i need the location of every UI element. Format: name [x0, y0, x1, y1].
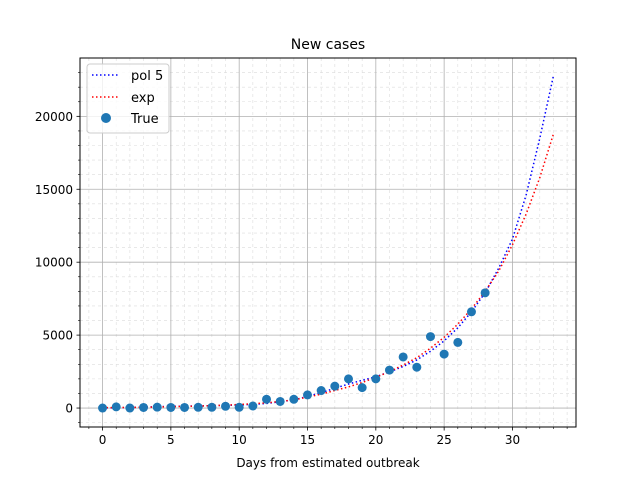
data-point-true: [180, 402, 190, 412]
data-point-true: [289, 394, 299, 404]
data-point-true: [275, 396, 285, 406]
data-point-true: [111, 402, 121, 412]
data-point-true: [425, 332, 435, 342]
data-point-true: [384, 365, 394, 375]
y-tick-label: 15000: [35, 183, 73, 197]
data-point-true: [98, 403, 108, 413]
series-layer: [98, 75, 555, 413]
data-point-true: [125, 403, 135, 413]
x-tick-label: 5: [167, 433, 175, 447]
x-tick-label: 10: [232, 433, 247, 447]
plot-frame: [79, 57, 577, 428]
data-point-true: [371, 374, 381, 384]
data-point-true: [303, 390, 313, 400]
data-point-true: [412, 362, 422, 372]
x-axis-title: Days from estimated outbreak: [236, 456, 419, 470]
legend-true-label: True: [130, 112, 159, 127]
data-point-true: [466, 307, 476, 317]
y-tick-label: 5000: [42, 329, 73, 343]
y-tick-label: 10000: [35, 256, 73, 270]
data-point-true: [398, 352, 408, 362]
data-point-true: [343, 374, 353, 384]
data-point-true: [207, 402, 217, 412]
legend: pol 5 exp True: [86, 63, 170, 134]
chart-title: New cases: [291, 37, 365, 53]
data-point-true: [439, 349, 449, 359]
x-tick-label: 0: [99, 433, 107, 447]
y-tick-label: 20000: [35, 110, 73, 124]
data-point-true: [453, 337, 463, 347]
data-point-true: [166, 402, 176, 412]
legend-pol5-label: pol 5: [131, 69, 163, 84]
axis-ticks: 0 5 10 15 20 25 30 0 5000 10000 15000 20000: [35, 72, 568, 447]
minor-grid: [80, 58, 576, 427]
data-point-true: [152, 402, 162, 412]
x-tick-label: 20: [368, 433, 383, 447]
data-point-true: [193, 402, 203, 412]
legend-true-swatch: [101, 113, 111, 123]
data-point-true: [139, 402, 149, 412]
x-tick-label: 15: [300, 433, 315, 447]
data-point-true: [480, 288, 490, 298]
data-point-true: [234, 402, 244, 412]
data-point-true: [221, 401, 231, 411]
data-point-true: [248, 401, 258, 411]
data-point-true: [330, 381, 340, 391]
legend-exp-label: exp: [131, 91, 155, 106]
data-point-true: [316, 386, 326, 396]
data-point-true: [262, 394, 272, 404]
y-tick-label: 0: [65, 402, 73, 416]
data-point-true: [357, 383, 367, 393]
x-tick-label: 30: [505, 433, 520, 447]
x-tick-label: 25: [437, 433, 452, 447]
major-grid: [80, 58, 576, 427]
